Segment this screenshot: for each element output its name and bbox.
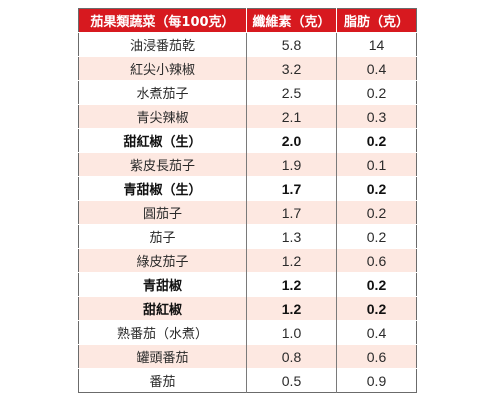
- cell-fat: 0.6: [336, 344, 417, 369]
- cell-vegetable-name: 甜紅椒: [78, 296, 247, 321]
- cell-fiber: 1.7: [246, 176, 337, 201]
- table-body: 油浸番茄乾 5.8 14 紅尖小辣椒 3.2 0.4 水煮茄子 2.5 0.2 青尖辣椒 2.1 0.…: [78, 32, 417, 393]
- table-row: 茄子 1.3 0.2: [78, 224, 417, 249]
- cell-fiber: 1.2: [246, 296, 337, 321]
- cell-fiber: 1.3: [246, 224, 337, 249]
- table-row: 油浸番茄乾 5.8 14: [78, 32, 417, 57]
- cell-fiber: 1.0: [246, 320, 337, 345]
- cell-vegetable-name: 青甜椒（生）: [78, 176, 247, 201]
- cell-vegetable-name: 圓茄子: [78, 200, 247, 225]
- table-row: 甜紅椒（生） 2.0 0.2: [78, 128, 417, 153]
- table-row: 番茄 0.5 0.9: [78, 368, 417, 393]
- cell-fiber: 2.5: [246, 80, 337, 105]
- nutrition-table: 茄果類蔬菜（每100克） 纖維素（克） 脂肪（克） 油浸番茄乾 5.8 14 紅尖小辣…: [78, 8, 417, 393]
- cell-vegetable-name: 青尖辣椒: [78, 104, 247, 129]
- table-header-row: 茄果類蔬菜（每100克） 纖維素（克） 脂肪（克）: [78, 8, 417, 33]
- table-row: 甜紅椒 1.2 0.2: [78, 296, 417, 321]
- table-row: 紅尖小辣椒 3.2 0.4: [78, 56, 417, 81]
- cell-fat: 0.2: [336, 128, 417, 153]
- cell-fat: 0.9: [336, 368, 417, 393]
- table-row: 青尖辣椒 2.1 0.3: [78, 104, 417, 129]
- cell-vegetable-name: 罐頭番茄: [78, 344, 247, 369]
- cell-fiber: 2.0: [246, 128, 337, 153]
- cell-vegetable-name: 綠皮茄子: [78, 248, 247, 273]
- cell-fat: 0.6: [336, 248, 417, 273]
- cell-fat: 0.3: [336, 104, 417, 129]
- table-row: 青甜椒（生） 1.7 0.2: [78, 176, 417, 201]
- cell-vegetable-name: 茄子: [78, 224, 247, 249]
- cell-fiber: 1.2: [246, 248, 337, 273]
- cell-vegetable-name: 青甜椒: [78, 272, 247, 297]
- cell-vegetable-name: 熟番茄（水煮）: [78, 320, 247, 345]
- cell-fat: 0.2: [336, 224, 417, 249]
- cell-vegetable-name: 番茄: [78, 368, 247, 393]
- cell-fat: 0.2: [336, 80, 417, 105]
- cell-vegetable-name: 水煮茄子: [78, 80, 247, 105]
- table-row: 熟番茄（水煮） 1.0 0.4: [78, 320, 417, 345]
- cell-fiber: 1.7: [246, 200, 337, 225]
- cell-fat: 0.2: [336, 296, 417, 321]
- cell-vegetable-name: 紅尖小辣椒: [78, 56, 247, 81]
- cell-fiber: 2.1: [246, 104, 337, 129]
- header-fiber: 纖維素（克）: [246, 8, 337, 33]
- table-row: 圓茄子 1.7 0.2: [78, 200, 417, 225]
- table-row: 青甜椒 1.2 0.2: [78, 272, 417, 297]
- cell-fiber: 1.2: [246, 272, 337, 297]
- table-row: 紫皮長茄子 1.9 0.1: [78, 152, 417, 177]
- cell-fat: 0.1: [336, 152, 417, 177]
- cell-vegetable-name: 甜紅椒（生）: [78, 128, 247, 153]
- cell-fat: 0.4: [336, 320, 417, 345]
- table-row: 綠皮茄子 1.2 0.6: [78, 248, 417, 273]
- cell-fiber: 0.8: [246, 344, 337, 369]
- cell-fat: 0.2: [336, 272, 417, 297]
- table-row: 水煮茄子 2.5 0.2: [78, 80, 417, 105]
- cell-fiber: 0.5: [246, 368, 337, 393]
- cell-vegetable-name: 油浸番茄乾: [78, 32, 247, 57]
- cell-fat: 0.2: [336, 176, 417, 201]
- cell-fat: 0.4: [336, 56, 417, 81]
- header-vegetable: 茄果類蔬菜（每100克）: [78, 8, 247, 33]
- table-row: 罐頭番茄 0.8 0.6: [78, 344, 417, 369]
- cell-fiber: 5.8: [246, 32, 337, 57]
- cell-fiber: 1.9: [246, 152, 337, 177]
- cell-fat: 0.2: [336, 200, 417, 225]
- cell-fiber: 3.2: [246, 56, 337, 81]
- cell-fat: 14: [336, 32, 417, 57]
- cell-vegetable-name: 紫皮長茄子: [78, 152, 247, 177]
- header-fat: 脂肪（克）: [336, 8, 417, 33]
